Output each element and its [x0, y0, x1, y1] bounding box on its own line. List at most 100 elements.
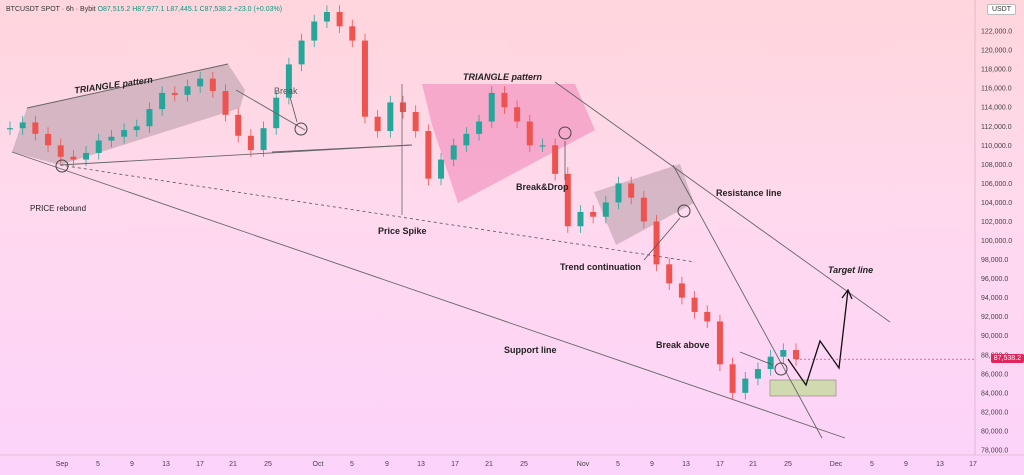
candle-body: [45, 133, 52, 146]
candle-body: [450, 145, 457, 160]
time-tick-label: 17: [716, 461, 724, 468]
break-trend-line: [235, 89, 306, 131]
time-tick-label: 17: [969, 461, 977, 468]
candle-body: [146, 109, 153, 127]
price-tick-label: 92,000.0: [981, 314, 1008, 321]
candle-body: [729, 364, 736, 393]
time-tick-label: 13: [417, 461, 425, 468]
triangle-upper-line: [26, 63, 229, 109]
time-tick-label: 5: [870, 461, 874, 468]
candle-body: [70, 156, 77, 160]
price-tick-label: 80,000.0: [981, 428, 1008, 435]
candle-body: [374, 116, 381, 132]
projection-path: [787, 289, 849, 387]
resistance-line-label: Resistance line: [716, 188, 782, 198]
price-tick-label: 118,000.0: [981, 67, 1012, 74]
candle-body: [247, 135, 254, 151]
candle-body: [666, 264, 673, 284]
candle-body: [691, 297, 698, 312]
candle-body: [716, 321, 723, 365]
candle-body: [640, 197, 647, 222]
rebound-circle: [55, 159, 69, 173]
price-tick-label: 114,000.0: [981, 105, 1012, 112]
candle-body: [260, 128, 267, 151]
price-tick-label: 100,000.0: [981, 238, 1012, 245]
candle-body: [463, 133, 470, 146]
price-tick-label: 86,000.0: [981, 371, 1008, 378]
dashed-trend-line: [59, 164, 696, 263]
high-value: H87,977.1: [132, 6, 165, 13]
trend-continuation-pointer: [643, 217, 681, 261]
price-tick-label: 116,000.0: [981, 86, 1012, 93]
candle-body: [235, 114, 242, 136]
candle-body: [159, 92, 166, 110]
candle-body: [171, 92, 178, 95]
time-tick-label: 13: [936, 461, 944, 468]
candle-body: [57, 145, 64, 157]
time-tick-label: Dec: [830, 461, 843, 468]
symbol-header: BTCUSDT SPOT · 6h · Bybit O87,515.2 H87,…: [6, 6, 282, 13]
candle-body: [526, 121, 533, 146]
currency-button[interactable]: USDT: [986, 4, 1016, 15]
time-tick-label: 21: [749, 461, 757, 468]
trend-continuation-circle: [677, 204, 691, 218]
price-tick-label: 78,000.0: [981, 448, 1008, 455]
price-tick-label: 94,000.0: [981, 295, 1008, 302]
candle-body: [387, 102, 394, 132]
time-tick-label: 9: [650, 461, 654, 468]
break-above-circle: [774, 362, 788, 376]
price-tick-label: 108,000.0: [981, 162, 1012, 169]
current-price-tag: 87,538.2: [990, 354, 1024, 363]
candle-body: [602, 202, 609, 217]
time-tick-label: 5: [96, 461, 100, 468]
candle-body: [133, 126, 140, 131]
price-tick-label: 96,000.0: [981, 276, 1008, 283]
break-above-pointer: [739, 351, 774, 366]
candle-body: [590, 211, 597, 217]
time-tick-label: 5: [350, 461, 354, 468]
price-rebound-label: PRICE rebound: [30, 204, 87, 213]
candle-body: [767, 356, 774, 370]
candle-body: [501, 92, 508, 108]
candle-body: [32, 122, 39, 134]
time-tick-label: Sep: [56, 461, 69, 468]
break-pointer: [289, 96, 298, 123]
price-tick-label: 98,000.0: [981, 257, 1008, 264]
time-tick-label: 17: [196, 461, 204, 468]
price-spike-label: Price Spike: [378, 226, 427, 236]
break-drop-label: Break&Drop: [516, 182, 569, 192]
price-tick-label: 82,000.0: [981, 409, 1008, 416]
price-tick-label: 120,000.0: [981, 48, 1012, 55]
candle-body: [361, 40, 368, 117]
open-value: O87,515.2: [97, 6, 131, 13]
projection-arrowhead: [841, 288, 853, 300]
candle-body: [488, 92, 495, 122]
symbol-label: BTCUSDT SPOT · 6h · Bybit: [6, 6, 96, 13]
target-line-label: Target line: [828, 265, 874, 275]
candle-body: [704, 311, 711, 322]
change-value: +23.0 (+0.03%): [233, 6, 283, 13]
candle-body: [678, 283, 685, 298]
candle-body: [222, 91, 229, 115]
break-circle: [294, 122, 308, 136]
support-line: [11, 151, 846, 439]
price-tick-label: 122,000.0: [981, 29, 1012, 36]
candle-body: [577, 211, 584, 227]
candle-body: [552, 145, 559, 174]
consolidation-line: [271, 144, 413, 153]
trend-continuation-label: Trend continuation: [560, 262, 641, 272]
candle-body: [197, 78, 204, 87]
time-tick-label: 25: [264, 461, 272, 468]
time-tick-label: 17: [451, 461, 459, 468]
candle-body: [209, 78, 216, 92]
triangle-pattern-label-2: TRIANGLE pattern: [463, 72, 543, 82]
low-value: L87,445.1: [166, 6, 198, 13]
trendline-steep: [672, 164, 823, 439]
candle-body: [412, 111, 419, 132]
candle-body: [400, 102, 406, 112]
candle-body: [514, 107, 521, 122]
support-line-label: Support line: [504, 345, 557, 355]
candle-body: [539, 145, 546, 147]
time-tick-label: Oct: [313, 461, 324, 468]
